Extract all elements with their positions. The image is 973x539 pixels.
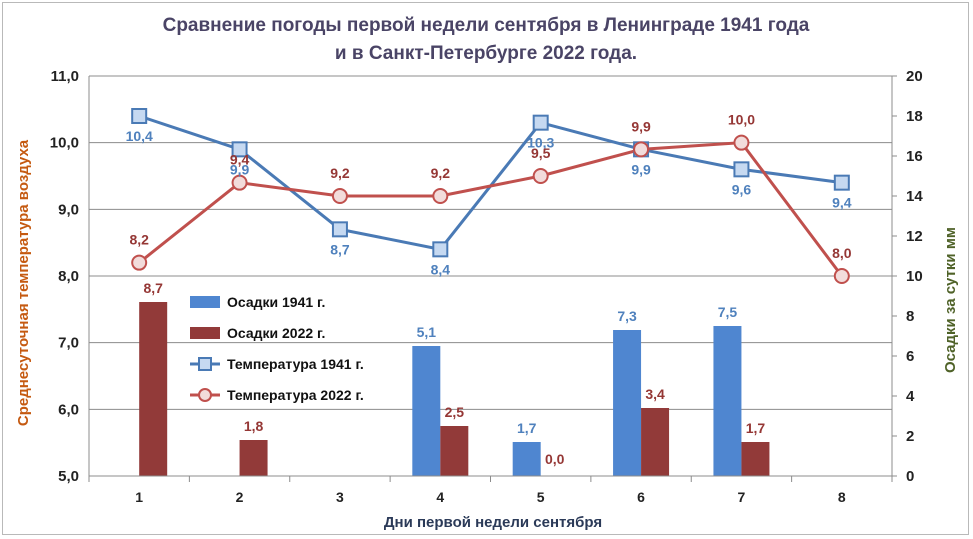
x-tick-label: 7 bbox=[738, 489, 746, 505]
legend-marker bbox=[198, 388, 212, 402]
bar bbox=[641, 408, 670, 476]
bar-data-label: 8,7 bbox=[143, 280, 163, 296]
bar-data-label: 2,5 bbox=[445, 404, 465, 420]
line-data-label: 9,9 bbox=[631, 161, 651, 177]
bar bbox=[412, 346, 441, 476]
y-left-tick-label: 5,0 bbox=[58, 468, 79, 485]
line-data-label: 9,4 bbox=[832, 195, 852, 211]
marker bbox=[231, 174, 248, 191]
line-data-label: 9,4 bbox=[230, 152, 250, 168]
marker bbox=[432, 241, 449, 258]
x-tick-label: 1 bbox=[135, 489, 143, 505]
marker bbox=[131, 108, 148, 124]
y-right-tick-label: 20 bbox=[906, 68, 923, 85]
series-line bbox=[138, 141, 844, 277]
bar-data-label: 1,7 bbox=[517, 420, 537, 436]
marker bbox=[733, 134, 750, 151]
line-data-label: 10,3 bbox=[527, 135, 554, 151]
y-left-tick-label: 11,0 bbox=[51, 68, 79, 85]
legend-swatch bbox=[190, 296, 220, 308]
x-tick-label: 8 bbox=[838, 489, 846, 505]
marker bbox=[231, 141, 248, 158]
bar-data-label: 7,5 bbox=[718, 304, 738, 320]
line-data-label: 9,2 bbox=[431, 165, 451, 181]
bar-data-label: 0,0 bbox=[545, 451, 565, 467]
legend-marker bbox=[198, 357, 212, 371]
bar bbox=[440, 426, 469, 476]
marker bbox=[331, 221, 348, 238]
marker bbox=[733, 161, 750, 178]
y-left-tick-label: 9,0 bbox=[58, 201, 79, 218]
marker bbox=[131, 254, 148, 271]
legend-label: Температура 2022 г. bbox=[227, 387, 364, 403]
y-right-tick-label: 6 bbox=[906, 348, 914, 365]
y-right-tick-label: 0 bbox=[906, 468, 914, 485]
bar bbox=[512, 442, 541, 476]
line-data-label: 9,9 bbox=[230, 161, 250, 177]
y-axis-right-title: Осадки за сутки мм bbox=[942, 227, 959, 373]
marker bbox=[432, 188, 449, 204]
line-data-label: 8,4 bbox=[431, 261, 451, 277]
legend-label: Температура 1941 г. bbox=[227, 356, 364, 372]
marker bbox=[633, 141, 650, 158]
y-left-tick-label: 7,0 bbox=[58, 335, 79, 352]
x-tick-label: 4 bbox=[436, 489, 444, 505]
bar-data-label: 1,7 bbox=[746, 420, 766, 436]
y-right-tick-label: 12 bbox=[906, 228, 923, 245]
x-tick-label: 5 bbox=[537, 489, 545, 505]
line-data-label: 8,2 bbox=[129, 232, 149, 248]
line-data-label: 9,2 bbox=[330, 165, 350, 181]
legend-label: Осадки 2022 г. bbox=[227, 325, 325, 341]
bar-data-label: 3,4 bbox=[645, 386, 665, 402]
bar-data-label: 7,3 bbox=[617, 308, 637, 324]
y-right-tick-label: 4 bbox=[906, 388, 915, 405]
line-data-label: 8,7 bbox=[330, 241, 350, 257]
marker bbox=[833, 268, 850, 284]
y-right-tick-label: 8 bbox=[906, 308, 914, 325]
chart-title-line2: и в Санкт-Петербурге 2022 года. bbox=[335, 43, 637, 64]
bar bbox=[139, 302, 168, 476]
bar bbox=[239, 440, 268, 476]
line-data-label: 9,5 bbox=[531, 145, 551, 161]
y-axis-left-title: Среднесуточная температура воздуха bbox=[15, 139, 32, 426]
bar bbox=[713, 326, 742, 476]
bar-data-label: 5,1 bbox=[417, 324, 437, 340]
line-data-label: 10,0 bbox=[728, 112, 755, 128]
line-data-label: 9,9 bbox=[631, 118, 651, 134]
x-tick-label: 3 bbox=[336, 489, 344, 505]
marker bbox=[532, 168, 549, 184]
y-right-tick-label: 14 bbox=[906, 188, 923, 205]
x-axis-title: Дни первой недели сентября bbox=[384, 514, 602, 531]
y-right-tick-label: 2 bbox=[906, 428, 914, 445]
line-data-label: 10,4 bbox=[126, 128, 153, 144]
y-right-tick-label: 10 bbox=[906, 268, 923, 285]
bar bbox=[741, 442, 770, 476]
bar bbox=[613, 330, 642, 476]
y-left-tick-label: 8,0 bbox=[58, 268, 79, 285]
y-right-tick-label: 18 bbox=[906, 108, 923, 125]
marker bbox=[331, 188, 348, 204]
x-tick-label: 6 bbox=[637, 489, 645, 505]
chart-title-line1: Сравнение погоды первой недели сентября … bbox=[163, 15, 810, 36]
y-right-tick-label: 16 bbox=[906, 148, 923, 165]
marker bbox=[532, 114, 549, 131]
line-data-label: 9,6 bbox=[732, 181, 752, 197]
y-left-tick-label: 6,0 bbox=[58, 401, 79, 418]
legend-label: Осадки 1941 г. bbox=[227, 294, 325, 310]
bar-data-label: 1,8 bbox=[244, 418, 264, 434]
y-left-tick-label: 10,0 bbox=[50, 135, 79, 152]
marker bbox=[833, 174, 850, 191]
line-data-label: 8,0 bbox=[832, 245, 852, 261]
legend-swatch bbox=[190, 327, 220, 339]
x-tick-label: 2 bbox=[236, 489, 244, 505]
